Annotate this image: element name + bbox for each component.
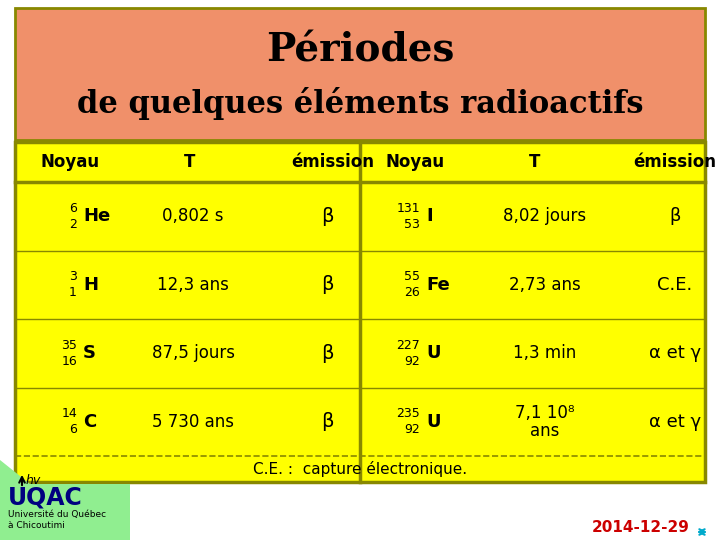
Polygon shape <box>0 460 30 484</box>
Text: H: H <box>83 276 98 294</box>
Text: β: β <box>320 412 333 431</box>
Text: 227: 227 <box>396 339 420 352</box>
Text: β: β <box>320 207 333 226</box>
Text: 92: 92 <box>404 355 420 368</box>
Text: Noyau: Noyau <box>40 153 99 171</box>
Text: T: T <box>529 153 541 171</box>
Text: 35: 35 <box>61 339 77 352</box>
Text: β: β <box>320 275 333 294</box>
Text: U: U <box>426 413 441 431</box>
Text: 5 730 ans: 5 730 ans <box>152 413 234 431</box>
Text: 2014-12-29: 2014-12-29 <box>592 521 690 536</box>
Text: I: I <box>426 207 433 225</box>
Text: C.E.: C.E. <box>657 276 693 294</box>
Text: 14: 14 <box>61 407 77 420</box>
Text: ans: ans <box>531 422 559 440</box>
Text: 26: 26 <box>404 286 420 299</box>
Text: 7,1 10⁸: 7,1 10⁸ <box>516 404 575 422</box>
Text: 1,3 min: 1,3 min <box>513 345 577 362</box>
Text: 131: 131 <box>397 202 420 215</box>
Text: U: U <box>426 345 441 362</box>
Text: C.E. :  capture électronique.: C.E. : capture électronique. <box>253 461 467 477</box>
Bar <box>15 142 705 482</box>
Text: 8,02 jours: 8,02 jours <box>503 207 587 225</box>
Text: 16: 16 <box>61 355 77 368</box>
Text: émission: émission <box>292 153 374 171</box>
Text: de quelques éléments radioactifs: de quelques éléments radioactifs <box>77 86 643 119</box>
Bar <box>15 8 705 140</box>
Text: émission: émission <box>634 153 716 171</box>
Text: à Chicoutimi: à Chicoutimi <box>8 522 65 530</box>
Text: 87,5 jours: 87,5 jours <box>151 345 235 362</box>
Text: 3: 3 <box>69 270 77 284</box>
Text: S: S <box>83 345 96 362</box>
Text: 1: 1 <box>69 286 77 299</box>
Text: 55: 55 <box>404 270 420 284</box>
Text: Périodes: Périodes <box>266 31 454 69</box>
Text: 12,3 ans: 12,3 ans <box>157 276 229 294</box>
Text: 53: 53 <box>404 218 420 231</box>
Bar <box>0 484 130 540</box>
Text: α et γ: α et γ <box>649 345 701 362</box>
Text: He: He <box>83 207 110 225</box>
Text: T: T <box>184 153 196 171</box>
Text: α et γ: α et γ <box>649 413 701 431</box>
Text: Fe: Fe <box>426 276 450 294</box>
Text: 235: 235 <box>396 407 420 420</box>
Text: β: β <box>670 207 680 225</box>
Text: 2,73 ans: 2,73 ans <box>509 276 581 294</box>
Text: Noyau: Noyau <box>385 153 444 171</box>
Text: 92: 92 <box>404 423 420 436</box>
Text: UQAC: UQAC <box>8 486 83 510</box>
Text: 6: 6 <box>69 423 77 436</box>
Text: 2: 2 <box>69 218 77 231</box>
Text: 6: 6 <box>69 202 77 215</box>
Text: Université du Québec: Université du Québec <box>8 510 106 519</box>
Text: C: C <box>83 413 96 431</box>
Text: β: β <box>320 344 333 363</box>
Text: hv: hv <box>26 475 41 488</box>
Text: 0,802 s: 0,802 s <box>162 207 224 225</box>
